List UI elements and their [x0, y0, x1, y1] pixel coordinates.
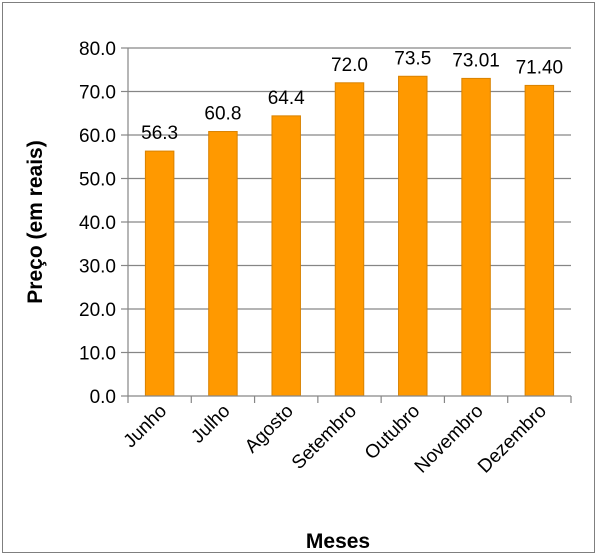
bars	[144, 75, 555, 397]
y-tick-label: 70.0	[79, 83, 116, 104]
x-tick-label: Setembro	[288, 401, 361, 474]
y-tick-label: 40.0	[79, 213, 116, 234]
y-tick-label: 0.0	[90, 387, 116, 408]
y-axis-ticks: 0.0 10.0 20.0 30.0 40.0 50.0 60.0 70.0 80.0	[79, 39, 128, 408]
bar	[524, 84, 555, 397]
data-label: 56.3	[141, 123, 178, 144]
data-label: 71.40	[516, 57, 564, 78]
bar	[334, 82, 365, 397]
data-label: 73.5	[394, 48, 431, 69]
y-tick-label: 30.0	[79, 257, 116, 278]
bar	[398, 75, 428, 397]
data-label: 72.0	[331, 55, 368, 76]
bar	[271, 115, 301, 397]
data-label: 73.01	[452, 50, 500, 71]
y-tick-label: 20.0	[79, 300, 116, 321]
x-tick-label: Outubro	[361, 401, 424, 464]
x-axis-title: Meses	[306, 530, 370, 553]
y-tick-label: 50.0	[79, 170, 116, 191]
y-axis-title: Preço (em reais)	[24, 140, 47, 303]
data-label: 60.8	[204, 104, 241, 125]
data-labels: 56.3 60.8 64.4 72.0 73.5 73.01 71.40	[141, 48, 563, 144]
bar	[208, 131, 238, 397]
y-tick-label: 10.0	[79, 344, 116, 365]
x-tick-label: Agosto	[241, 401, 298, 458]
y-tick-label: 60.0	[79, 126, 116, 147]
bar	[461, 77, 491, 397]
x-tick-label: Junho	[120, 401, 171, 452]
bar	[144, 150, 175, 397]
y-tick-label: 80.0	[79, 39, 116, 60]
data-label: 64.4	[268, 88, 305, 109]
x-tick-label: Julho	[187, 401, 234, 448]
x-tick-label: Dezembro	[474, 401, 551, 478]
